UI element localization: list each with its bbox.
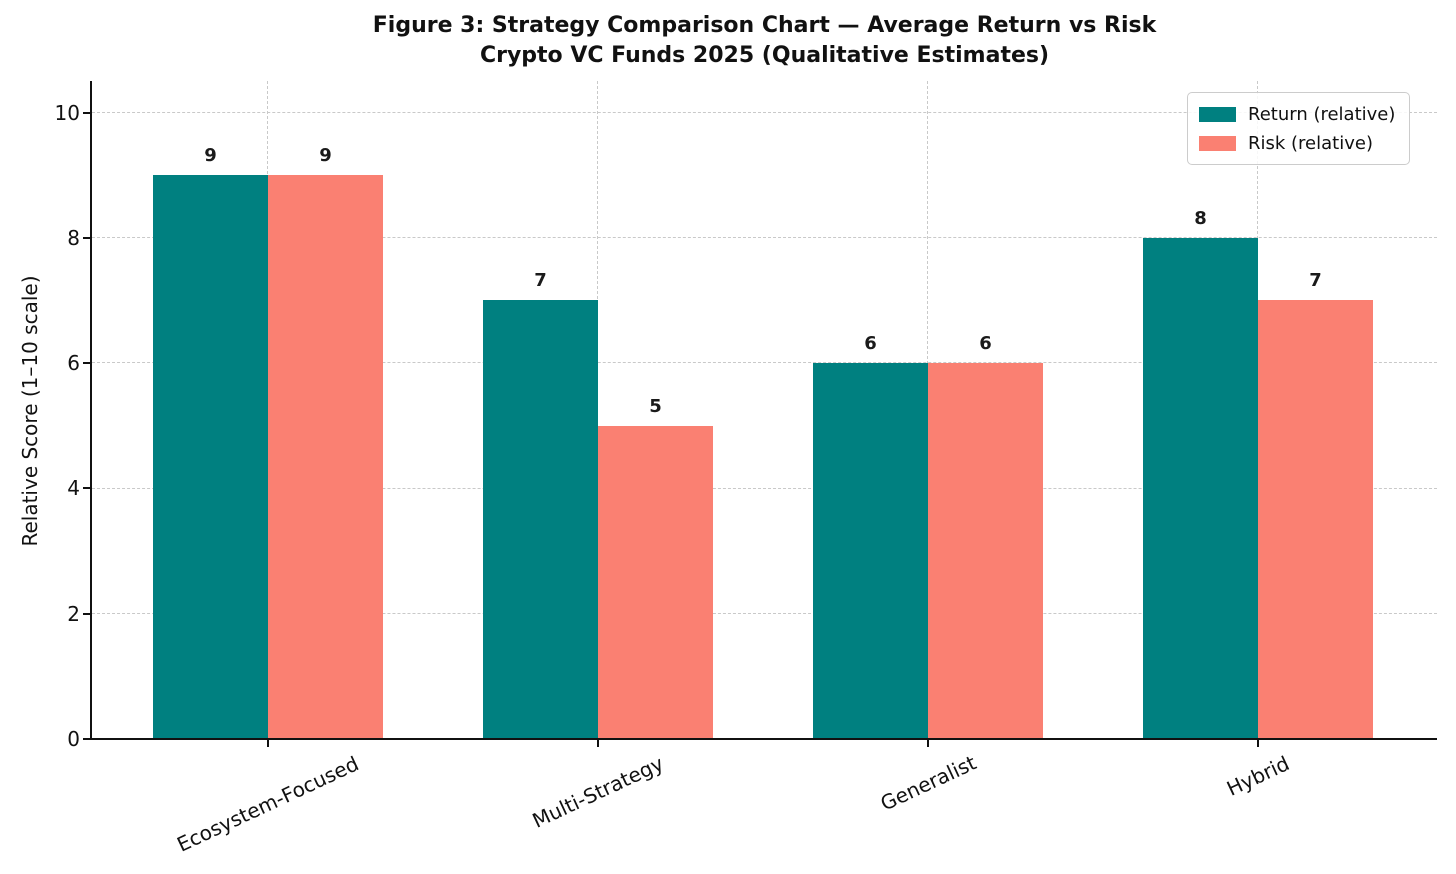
- y-tick-label-10: 10: [54, 100, 80, 125]
- horizontal-gridline-8: [92, 237, 1437, 239]
- legend-item-return-relative: Return (relative): [1199, 102, 1395, 126]
- bar-value-label-risk-hybrid: 7: [1309, 270, 1322, 292]
- chart-title-line-2: Crypto VC Funds 2025 (Qualitative Estima…: [479, 43, 1050, 68]
- horizontal-gridline-6: [92, 362, 1437, 364]
- bar-return-multi-strategy: [483, 300, 598, 739]
- y-tick-label-4: 4: [67, 476, 80, 501]
- y-tick-mark-8: [83, 236, 90, 239]
- bar-risk-hybrid: [1258, 300, 1373, 739]
- bar-value-label-return-multi-strategy: 7: [534, 270, 547, 292]
- horizontal-gridline-4: [92, 487, 1437, 489]
- bar-value-label-return-hybrid: 8: [1194, 207, 1207, 229]
- horizontal-gridline-10: [92, 111, 1437, 113]
- x-axis-spine: [90, 738, 1437, 740]
- y-tick-label-8: 8: [67, 225, 80, 250]
- y-tick-mark-2: [83, 612, 90, 615]
- legend-item-risk-relative: Risk (relative): [1199, 131, 1395, 155]
- y-axis-title: Relative Score (1–10 scale): [18, 275, 42, 547]
- x-tick-label-generalist: Generalist: [876, 750, 980, 817]
- legend: Return (relative) Risk (relative): [1187, 92, 1411, 165]
- y-axis-spine: [90, 81, 92, 740]
- y-tick-label-0: 0: [67, 727, 80, 751]
- legend-swatch-icon: [1199, 135, 1236, 151]
- legend-swatch-icon: [1199, 106, 1236, 122]
- bar-return-generalist: [813, 363, 928, 739]
- y-tick-mark-4: [83, 487, 90, 490]
- x-tick-label-multi-strategy: Multi-Strategy: [528, 750, 668, 833]
- bar-value-label-return-ecosystem-focused: 9: [204, 145, 217, 167]
- bar-risk-ecosystem-focused: [268, 175, 383, 739]
- x-tick-mark-multi-strategy: [597, 740, 599, 747]
- bar-risk-generalist: [928, 363, 1043, 739]
- bar-risk-multi-strategy: [598, 425, 713, 739]
- legend-label: Return (relative): [1248, 103, 1396, 125]
- x-tick-mark-ecosystem-focused: [267, 740, 269, 747]
- x-tick-mark-generalist: [927, 740, 929, 747]
- legend-label: Risk (relative): [1248, 132, 1373, 154]
- bar-return-ecosystem-focused: [153, 175, 268, 739]
- bar-value-label-risk-ecosystem-focused: 9: [319, 145, 332, 167]
- bar-value-label-risk-generalist: 6: [979, 333, 992, 355]
- x-tick-mark-hybrid: [1257, 740, 1259, 747]
- bar-value-label-return-generalist: 6: [864, 333, 877, 355]
- x-tick-label-hybrid: Hybrid: [1222, 750, 1293, 801]
- y-tick-mark-6: [83, 362, 90, 365]
- y-tick-label-6: 6: [67, 351, 80, 376]
- y-tick-mark-0: [83, 738, 90, 740]
- bar-return-hybrid: [1143, 237, 1258, 739]
- horizontal-gridline-2: [92, 612, 1437, 614]
- y-tick-mark-10: [83, 111, 90, 114]
- bar-value-label-risk-multi-strategy: 5: [649, 395, 662, 417]
- chart-title-line-1: Figure 3: Strategy Comparison Chart — Av…: [372, 13, 1157, 38]
- y-tick-label-2: 2: [67, 601, 80, 626]
- x-tick-label-ecosystem-focused: Ecosystem-Focused: [173, 750, 363, 857]
